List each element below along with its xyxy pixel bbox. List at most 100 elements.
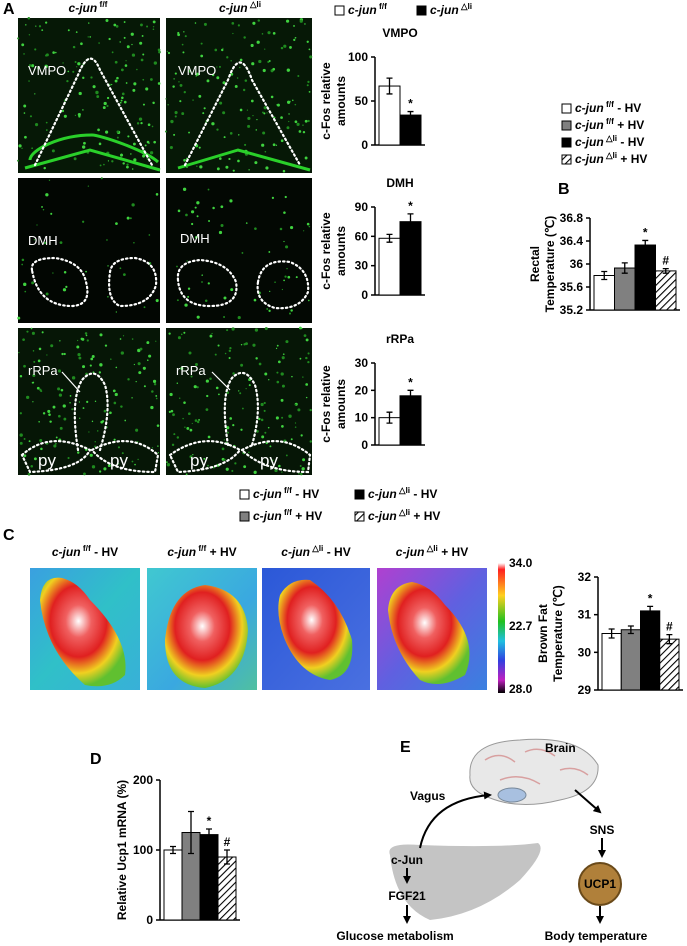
speckle [82, 365, 86, 369]
speckle [202, 112, 205, 115]
speckle [123, 36, 126, 39]
speckle [264, 327, 268, 331]
speckle [174, 115, 177, 118]
error-bar [170, 845, 176, 855]
y-tick-label: 200 [133, 773, 153, 787]
speckle [276, 344, 279, 347]
speckle [21, 258, 25, 262]
speckle [262, 68, 266, 73]
speckle [96, 430, 99, 432]
speckle [82, 407, 85, 409]
y-axis-label: Relative Ucp1 mRNA (%) [115, 780, 129, 920]
speckle [232, 424, 235, 427]
speckle [59, 426, 63, 430]
speckle [133, 82, 137, 86]
y-tick-label: 0 [361, 438, 368, 452]
speckle [307, 352, 310, 355]
speckle [38, 347, 42, 351]
speckle [189, 428, 193, 432]
speckle [40, 447, 43, 451]
speckle [196, 386, 199, 389]
speckle [74, 60, 77, 63]
speckle [130, 32, 134, 36]
speckle [71, 376, 76, 380]
hypothalamus [497, 787, 527, 803]
speckle [239, 66, 241, 69]
bar [620, 629, 641, 691]
y-axis-label: Brown Fat [536, 604, 550, 663]
speckle [268, 379, 270, 381]
speckle [120, 351, 125, 355]
speckle [21, 43, 25, 47]
speckle [230, 59, 232, 62]
speckle [125, 82, 128, 84]
region-outline [176, 258, 238, 308]
speckle [62, 404, 66, 408]
speckle [82, 220, 85, 223]
speckle [63, 114, 67, 118]
bar [378, 237, 401, 296]
speckle [307, 80, 310, 84]
speckle [72, 45, 76, 49]
speckle [103, 409, 107, 413]
speckle [140, 121, 143, 125]
speckle [232, 32, 234, 35]
speckle [190, 210, 195, 214]
diagram-label: Body temperature [545, 929, 648, 943]
speckle [307, 119, 310, 123]
speckle [120, 68, 124, 72]
speckle [142, 53, 145, 56]
speckle [115, 311, 117, 313]
mouse [388, 582, 470, 684]
speckle [21, 147, 23, 150]
speckle [220, 223, 224, 227]
panel-label: C [3, 527, 15, 544]
image-title: c-jun △li - HV [281, 543, 350, 559]
speckle [289, 225, 294, 230]
speckle [146, 341, 150, 345]
bar [199, 834, 219, 921]
speckle [104, 344, 108, 347]
speckle [223, 296, 227, 300]
speckle [226, 56, 229, 59]
arrow [574, 789, 602, 814]
speckle [97, 128, 100, 132]
speckle [252, 343, 256, 347]
region-outline [30, 256, 89, 308]
speckle [52, 272, 54, 274]
micro-image [166, 178, 312, 323]
speckle [219, 101, 223, 105]
speckle [216, 76, 220, 80]
speckle [180, 333, 183, 336]
speckle [182, 417, 184, 420]
speckle [222, 81, 226, 85]
micro-overlay: c-jun f/f c-jun △li VMPO VMPO DMH DMH rR… [20, 0, 312, 474]
speckle [261, 33, 264, 35]
speckle [201, 281, 203, 283]
speckle [240, 363, 244, 367]
speckle [240, 428, 243, 431]
speckle [76, 66, 78, 68]
speckle [17, 316, 21, 320]
speckle [112, 389, 116, 393]
speckle [167, 51, 171, 55]
speckle [207, 464, 209, 467]
speckle [307, 360, 310, 364]
speckle [134, 463, 136, 466]
speckle [308, 90, 311, 93]
speckle [49, 420, 52, 423]
speckle [173, 78, 175, 80]
speckle [151, 447, 154, 449]
speckle [121, 92, 125, 96]
speckle [188, 131, 191, 134]
speckle [110, 83, 113, 86]
speckle [270, 95, 274, 99]
legend-swatch [239, 511, 250, 522]
speckle [272, 67, 276, 71]
speckle [77, 112, 81, 117]
speckle [196, 165, 198, 167]
speckle [216, 128, 219, 131]
speckle [309, 408, 312, 412]
speckle [231, 469, 234, 472]
diagram-label: UCP1 [584, 877, 616, 891]
